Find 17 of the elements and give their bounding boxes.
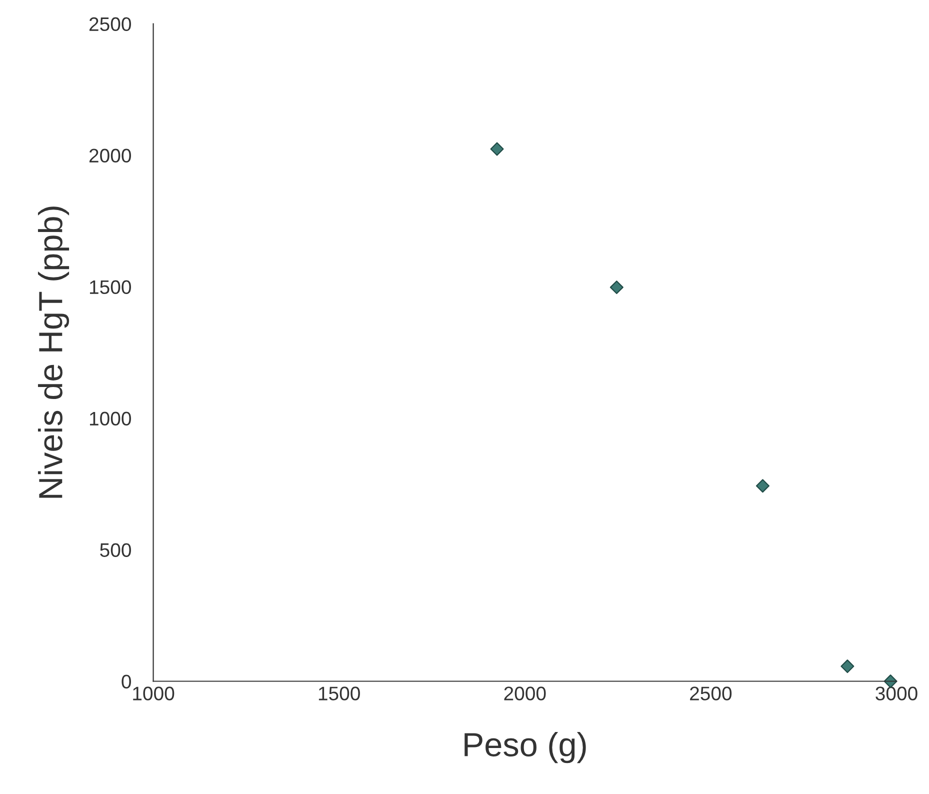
x-tick-label: 1000 [133,686,174,700]
y-tick-label: 2500 [89,17,131,32]
y-tick-label: 1000 [90,412,131,426]
y-tick-label: 500 [100,543,131,558]
y-tick-label: 2000 [89,148,131,163]
point [756,479,770,493]
x-tick-label: 2500 [690,686,732,700]
x-tick-label: 3000 [876,686,918,700]
x-tick-label: 2000 [504,686,546,700]
y-tick-label: 0 [122,674,131,688]
point [610,280,624,294]
y-axis-title: Niveis de HgT (ppb) [38,206,70,498]
x-tick-label: 1500 [318,686,360,700]
x-axis-title: Peso (g) [464,732,586,764]
y-tick-label: 1500 [90,280,131,294]
point [490,142,504,156]
point [840,659,854,674]
